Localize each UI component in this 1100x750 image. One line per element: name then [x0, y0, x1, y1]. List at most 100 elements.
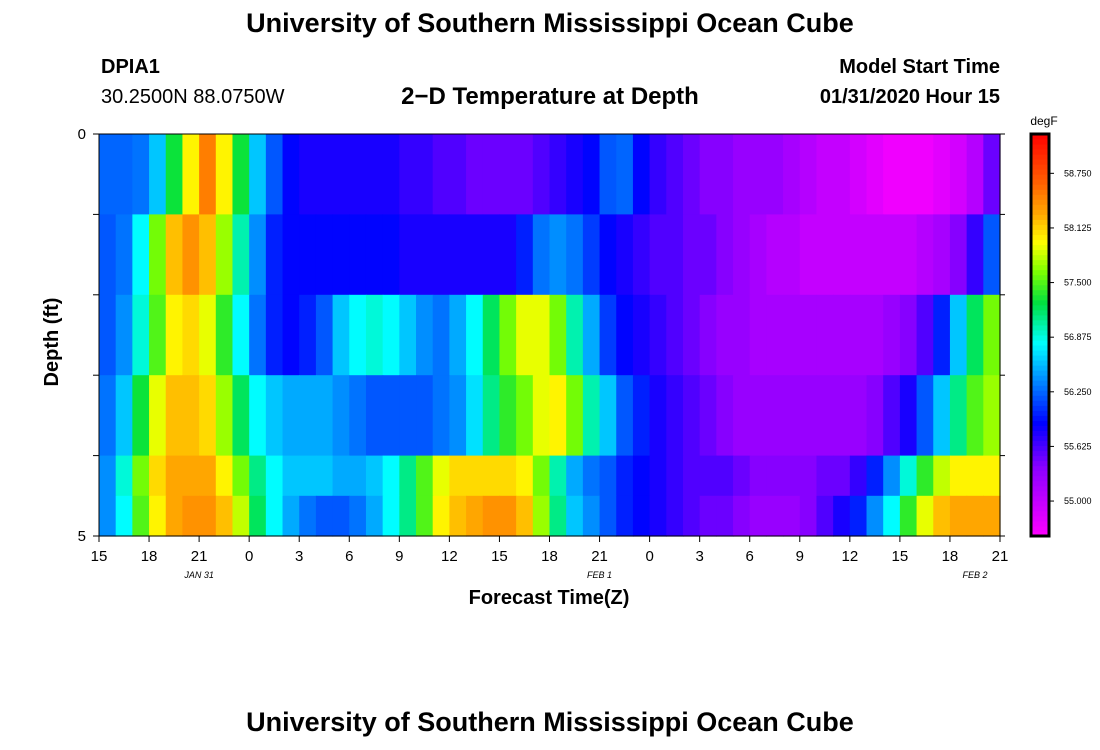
colorbar-step [1031, 385, 1049, 391]
x-tick-label: 6 [746, 548, 754, 565]
colorbar-step [1031, 370, 1049, 376]
heatmap-cell [466, 375, 484, 457]
heatmap-cell [416, 495, 434, 537]
heatmap-cell [365, 134, 384, 215]
heatmap-cell [833, 214, 851, 296]
colorbar-step [1031, 244, 1049, 251]
heatmap-cell [849, 455, 868, 497]
heatmap-cell [916, 455, 934, 497]
colorbar-step [1031, 309, 1049, 316]
x-tick-label: 9 [796, 548, 804, 565]
colorbar-step [1031, 365, 1049, 371]
heatmap-cell [966, 455, 984, 497]
heatmap-cell [382, 134, 400, 215]
heatmap-cell [466, 134, 484, 215]
y-tick-label: 5 [78, 528, 86, 545]
x-tick-label: 3 [695, 548, 703, 565]
heatmap-cell [883, 214, 901, 296]
heatmap-cell [199, 455, 217, 497]
heatmap-cell [632, 375, 651, 457]
heatmap-cell [833, 134, 851, 215]
heatmap-cell [532, 294, 551, 376]
x-tick-label: 15 [91, 548, 108, 565]
heatmap-cell [532, 495, 551, 537]
heatmap-cell [249, 495, 267, 537]
heatmap-cell [682, 495, 701, 537]
colorbar: degF 58.750 58.125 57.500 56.875 56.250 55.62… [1029, 114, 1092, 538]
colorbar-step [1031, 445, 1049, 452]
heatmap-cell [699, 214, 717, 296]
heatmap-cell [933, 134, 951, 215]
heatmap-cell [849, 214, 868, 296]
heatmap-cell [149, 455, 167, 497]
heatmap-cell [382, 294, 400, 376]
heatmap-cell [349, 214, 367, 296]
heatmap-cell [983, 294, 1001, 376]
heatmap-cell [716, 375, 734, 457]
heatmap-cell [215, 375, 234, 457]
heatmap-cell [632, 455, 651, 497]
heatmap-cell [933, 214, 951, 296]
heatmap-cell [983, 134, 1001, 215]
colorbar-step [1031, 335, 1049, 341]
heatmap-cell [582, 134, 601, 215]
colorbar-step [1031, 209, 1049, 215]
heatmap-cell [432, 294, 450, 376]
heatmap-cell [666, 455, 684, 497]
colorbar-step [1031, 355, 1049, 361]
colorbar-tick-label: 57.500 [1064, 278, 1092, 288]
colorbar-step [1031, 395, 1049, 401]
heatmap-cell [549, 495, 567, 537]
heatmap-cell [315, 294, 334, 376]
colorbar-step [1031, 480, 1049, 487]
heatmap-cell [666, 375, 684, 457]
heatmap-cell [449, 134, 467, 215]
colorbar-step [1031, 299, 1049, 306]
heatmap-cell [215, 455, 234, 497]
heatmap-cell [883, 294, 901, 376]
heatmap-cell [115, 294, 133, 376]
heatmap-cell [182, 495, 200, 537]
colorbar-step [1031, 340, 1049, 346]
x-tick-label: 12 [441, 548, 458, 565]
heatmap-cell [315, 455, 334, 497]
colorbar-step [1031, 460, 1049, 467]
heatmap-cell [682, 294, 701, 376]
colorbar-step [1031, 515, 1049, 522]
colorbar-step [1031, 415, 1049, 421]
heatmap-cell [716, 214, 734, 296]
heatmap-cell [849, 495, 868, 537]
colorbar-step [1031, 380, 1049, 386]
heatmap-cell [516, 375, 534, 457]
heatmap-cell [899, 294, 918, 376]
heatmap-cell [733, 495, 751, 537]
heatmap-cell [499, 294, 517, 376]
heatmap-cell [232, 294, 250, 376]
heatmap-cell [599, 134, 617, 215]
colorbar-step [1031, 510, 1049, 517]
colorbar-step [1031, 350, 1049, 356]
heatmap-cell [749, 375, 768, 457]
colorbar-step [1031, 520, 1049, 527]
heatmap-cell [416, 294, 434, 376]
heatmap-cell [899, 214, 918, 296]
heatmap-cell [566, 455, 584, 497]
model-start-label: Model Start Time [839, 56, 1000, 78]
colorbar-step [1031, 169, 1049, 175]
heatmap-cell [365, 455, 384, 497]
heatmap-cell [883, 375, 901, 457]
heatmap-cell [833, 495, 851, 537]
heatmap-cell [916, 375, 934, 457]
heatmap-cell [816, 134, 834, 215]
colorbar-step [1031, 269, 1049, 276]
heatmap-cell [399, 294, 417, 376]
heatmap-cell [282, 375, 300, 457]
colorbar-step [1031, 390, 1049, 396]
heatmap-cell [916, 134, 934, 215]
heatmap-cell [766, 455, 784, 497]
heatmap-cell [115, 495, 133, 537]
heatmap-cell [432, 455, 450, 497]
heatmap-cell [649, 134, 667, 215]
heatmap-cell [766, 214, 784, 296]
heatmap-cell [716, 495, 734, 537]
